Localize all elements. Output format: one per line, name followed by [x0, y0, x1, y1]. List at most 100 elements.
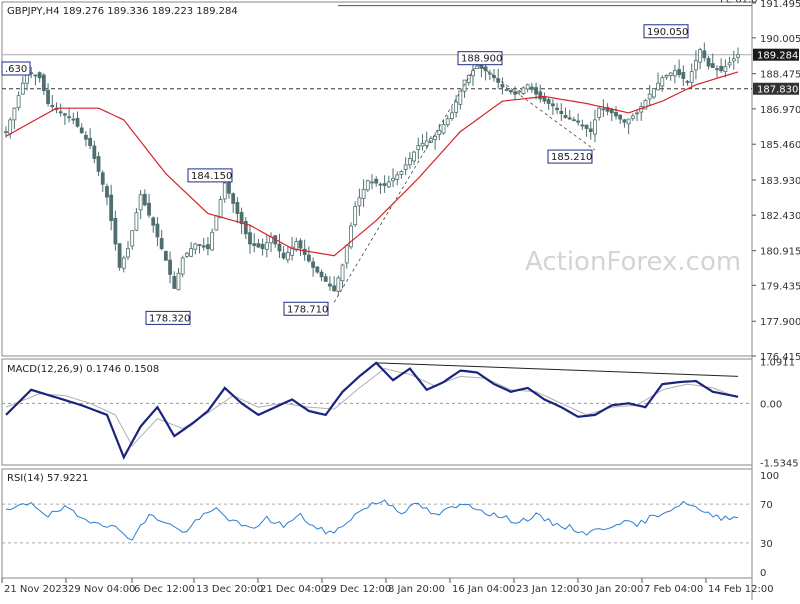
- candle-body: [450, 112, 454, 119]
- price-ytick-label: 182.430: [760, 211, 800, 222]
- macd-signal-line: [5, 368, 739, 447]
- xtick-label: 7 Feb 04:00: [644, 584, 703, 595]
- candle-body: [113, 218, 118, 245]
- candle-body: [235, 202, 240, 214]
- macd-ytick-label: 0.00: [760, 399, 782, 410]
- candle-body: [147, 202, 151, 216]
- candle-body: [336, 277, 341, 292]
- candle-body: [504, 89, 509, 91]
- xtick-label: 13 Dec 20:00: [196, 584, 263, 595]
- macd-ytick-label: -1.5345: [760, 458, 799, 469]
- candle-body: [349, 225, 353, 248]
- candle-body: [16, 95, 21, 109]
- candle-body: [719, 65, 724, 72]
- candle-body: [222, 182, 227, 200]
- candle-body: [20, 82, 25, 95]
- candle-body: [454, 101, 459, 113]
- rsi-line: [5, 499, 739, 541]
- candle-body: [227, 182, 231, 194]
- candle-body: [563, 114, 568, 118]
- candle-body: [500, 84, 505, 88]
- candle-body: [609, 109, 614, 114]
- candle-body: [626, 118, 631, 125]
- xtick-label: 23 Jan 12:00: [516, 584, 579, 595]
- candle-body: [386, 181, 391, 188]
- candle-body: [395, 174, 400, 180]
- candle-body: [46, 89, 50, 104]
- candle-body: [176, 272, 181, 291]
- candle-body: [441, 124, 446, 134]
- candle-body: [521, 87, 526, 94]
- candle-body: [542, 97, 547, 102]
- candle-body: [67, 116, 72, 119]
- candle-body: [584, 124, 589, 129]
- candle-body: [71, 118, 76, 121]
- candle-body: [614, 112, 618, 117]
- rsi-ytick-label: 0: [760, 568, 766, 579]
- candle-body: [138, 194, 143, 211]
- candle-body: [635, 112, 639, 115]
- candle-body: [736, 54, 740, 58]
- price-annotation-label: 188.900: [461, 54, 502, 65]
- candle-body: [407, 158, 412, 166]
- candle-body: [647, 93, 652, 100]
- candle-body: [172, 276, 177, 289]
- candle-body: [41, 74, 46, 92]
- xtick-label: 6 Dec 12:00: [134, 584, 195, 595]
- candle-body: [109, 194, 114, 221]
- candle-body: [214, 215, 219, 231]
- price-ytick-label: 183.930: [760, 176, 800, 187]
- candle-body: [529, 86, 534, 90]
- candle-body: [75, 117, 80, 127]
- candle-body: [416, 145, 421, 151]
- candle-body: [525, 84, 530, 90]
- price-ytick-label: 188.475: [760, 70, 800, 81]
- rsi-ytick-label: 100: [760, 471, 779, 482]
- candle-body: [702, 50, 707, 59]
- candle-body: [672, 70, 677, 77]
- candle-body: [420, 142, 425, 147]
- candle-body: [12, 107, 17, 121]
- candle-body: [458, 90, 463, 105]
- candle-body: [475, 65, 480, 69]
- candle-body: [462, 79, 467, 92]
- price-chart-title: GBPJPY,H4 189.276 189.336 189.223 189.28…: [7, 6, 238, 17]
- candle-body: [382, 183, 387, 186]
- candle-body: [248, 232, 252, 245]
- candle-body: [567, 117, 572, 120]
- candle-body: [306, 254, 311, 262]
- candle-body: [580, 124, 585, 127]
- candle-body: [100, 172, 105, 185]
- price-annotation-label: 185.210: [551, 152, 592, 163]
- candle-body: [117, 243, 122, 268]
- candle-body: [437, 130, 442, 135]
- price-ytick-label: 186.970: [760, 105, 800, 116]
- rsi-ytick-label: 30: [760, 539, 773, 550]
- candle-body: [534, 87, 538, 95]
- candle-body: [555, 107, 560, 111]
- price-annotation-label: 178.320: [149, 313, 190, 324]
- candle-body: [184, 252, 189, 257]
- candle-body: [601, 108, 606, 111]
- candle-body: [197, 244, 202, 246]
- candle-body: [546, 99, 551, 104]
- candle-body: [550, 103, 555, 107]
- candle-body: [189, 248, 194, 257]
- candle-body: [84, 135, 88, 140]
- macd-ytick-label: 1.0911: [760, 357, 795, 368]
- candle-body: [344, 245, 349, 264]
- price-ytick-label: 190.005: [760, 34, 800, 45]
- candle-body: [340, 264, 345, 282]
- xtick-label: 14 Feb 12:00: [708, 584, 774, 595]
- candle-body: [294, 241, 299, 251]
- candle-body: [361, 188, 366, 200]
- price-annotation-box: [457, 51, 503, 66]
- candle-body: [727, 62, 732, 66]
- candle-body: [677, 69, 682, 76]
- candle-body: [151, 217, 156, 226]
- price-annotation-label: 178.710: [287, 304, 328, 315]
- candle-body: [193, 243, 198, 250]
- candle-body: [656, 82, 660, 91]
- candle-body: [559, 110, 564, 115]
